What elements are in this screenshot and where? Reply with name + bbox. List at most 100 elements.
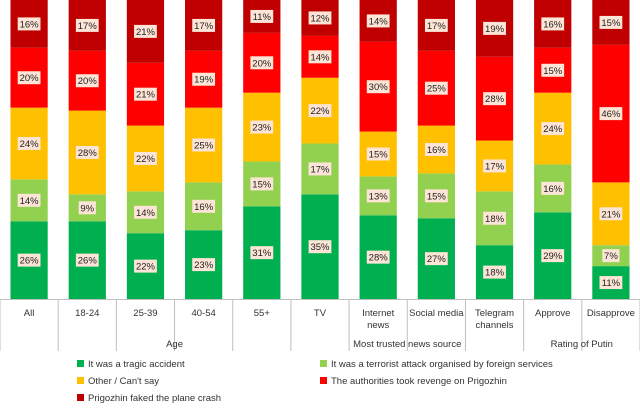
tick-label-line: 25-39 [133,308,157,319]
data-label: 28% [369,253,389,264]
tick-label-line: TV [314,308,327,319]
group-label-age: Age [166,339,183,350]
data-label: 22% [136,154,156,165]
data-label-box [250,177,274,191]
data-label: 11% [602,278,621,289]
data-label-box [134,151,157,165]
data-label: 17% [427,21,447,32]
tick-label-telegram-channels: Telegram channels [475,308,514,331]
data-label-box [599,15,623,29]
data-label-box [483,265,506,279]
data-label-box [134,205,157,219]
data-label: 16% [194,202,214,213]
data-label-box [192,72,216,86]
legend-label-the-authorities-took-revenge-on-prigozhin: The authorities took revenge on Prigozhi… [331,376,507,387]
data-label: 18% [485,214,505,225]
data-label: 15% [427,191,447,202]
legend-label-it-was-a-terrorist-attack-organised-by-foreign-services: It was a terrorist attack organised by f… [331,359,553,370]
data-label-box [308,162,332,176]
tick-label-social-media: Social media [409,308,464,319]
data-label-box [483,21,506,35]
data-label-box [192,258,216,272]
data-label: 24% [543,124,563,135]
data-label-box [308,50,332,64]
category-axis: All 18-24 25-39 40-54 55+ TV Internet news Socia… [0,299,640,351]
tick-label-line: Approve [535,308,570,319]
legend-swatch-it-was-a-terrorist-attack-organised-by-foreign-services [320,360,327,367]
tick-label-tv: TV [314,308,327,319]
data-label: 25% [194,141,214,152]
data-label: 26% [78,256,98,267]
data-label: 15% [252,179,272,190]
data-label-box [250,120,274,134]
data-label: 14% [20,196,40,207]
data-label: 14% [136,208,156,219]
data-label-box [17,193,41,207]
data-label: 22% [310,106,330,117]
data-label-box [424,189,448,203]
data-label-box [366,250,390,264]
data-label: 27% [427,254,447,265]
data-label-box [599,276,623,290]
data-label: 20% [252,58,272,69]
data-label: 16% [20,19,40,30]
data-label: 14% [310,52,330,63]
data-label: 21% [136,27,156,38]
data-label: 20% [78,76,98,87]
data-label: 20% [20,73,40,84]
tick-label-line: Social media [409,308,464,319]
bars-layer [10,0,630,299]
data-label: 16% [543,184,563,195]
data-label-box [192,18,216,32]
data-label: 23% [194,260,214,271]
data-label-box [541,63,565,77]
data-label: 15% [543,66,563,77]
tick-label-18-24: 18-24 [75,308,99,319]
data-label-box [541,249,565,263]
data-label-box [308,240,332,254]
data-label: 19% [194,75,214,86]
tick-label-line: Internet [362,308,395,319]
legend-label-other-can-t-say: Other / Can't say [88,376,159,387]
data-label-box [17,137,41,151]
data-label-box [483,211,506,225]
group-label-most-trusted-news-source: Most trusted news source [353,339,461,350]
data-label-box [192,138,216,152]
data-label: 18% [485,268,505,279]
data-label: 28% [485,94,505,105]
data-label-box [308,104,332,118]
data-label: 17% [194,21,214,32]
tick-label-line: 55+ [254,308,271,319]
data-label-box [424,252,448,266]
data-label-box [366,189,390,203]
data-label-box [308,11,332,25]
data-label: 35% [310,242,330,253]
data-label-box [366,147,390,161]
data-label-box [483,92,506,106]
data-label-box [17,253,41,267]
data-label-box [75,18,99,32]
tick-label-line: Disapprove [587,308,635,319]
data-label: 7% [604,251,618,262]
data-label: 46% [601,109,621,120]
data-label: 9% [80,203,94,214]
data-label: 24% [20,139,40,150]
tick-label-line: All [24,308,35,319]
data-label-box [424,81,448,95]
data-label: 26% [20,256,40,267]
data-label: 15% [601,18,621,29]
data-label: 30% [369,82,389,93]
data-label: 17% [310,164,330,175]
legend-swatch-the-authorities-took-revenge-on-prigozhin [320,377,327,384]
legend-swatch-it-was-a-tragic-accident [77,360,84,367]
data-label: 29% [543,251,563,262]
data-label-box [250,9,274,23]
tick-label-all: All [24,308,35,319]
data-label-box [75,145,99,159]
tick-label-40-54: 40-54 [191,308,215,319]
data-label-box [366,80,390,94]
data-label-box [366,14,390,28]
tick-label-25-39: 25-39 [133,308,157,319]
tick-label-approve: Approve [535,308,570,319]
